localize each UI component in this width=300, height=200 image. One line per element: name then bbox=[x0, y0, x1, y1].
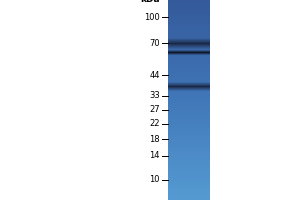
Text: 27: 27 bbox=[149, 106, 160, 114]
Text: 22: 22 bbox=[149, 119, 160, 129]
Text: 44: 44 bbox=[149, 71, 160, 79]
Text: 33: 33 bbox=[149, 92, 160, 100]
Text: 18: 18 bbox=[149, 134, 160, 144]
Text: 10: 10 bbox=[149, 176, 160, 184]
Text: kDa: kDa bbox=[140, 0, 160, 4]
Text: 14: 14 bbox=[149, 152, 160, 160]
Text: 100: 100 bbox=[144, 12, 160, 21]
Text: 70: 70 bbox=[149, 38, 160, 47]
